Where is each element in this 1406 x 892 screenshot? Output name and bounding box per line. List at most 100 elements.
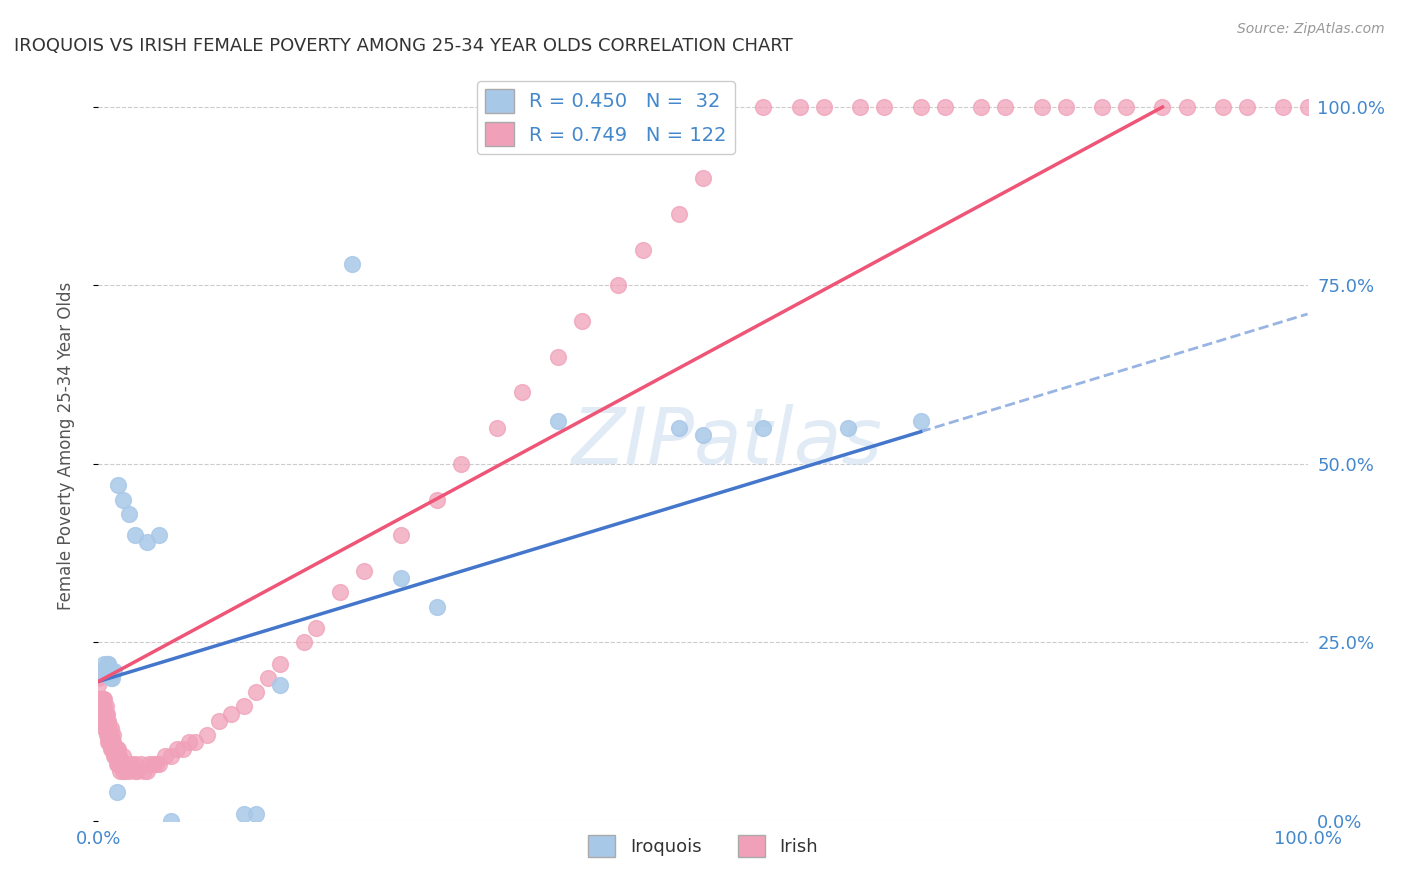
Point [813, 100, 835, 114]
Text: ZIPatlas: ZIPatlas [572, 404, 883, 480]
Point [105, 756, 128, 771]
Point [104, 742, 127, 756]
Point [103, 749, 125, 764]
Point [97, 657, 120, 671]
Point [153, 749, 176, 764]
Point [91, 692, 114, 706]
Point [100, 742, 122, 756]
Point [94, 721, 117, 735]
Point [607, 278, 630, 293]
Point [245, 685, 267, 699]
Point [96, 721, 118, 735]
Point [90, 664, 112, 678]
Point [129, 756, 152, 771]
Point [135, 764, 157, 778]
Point [994, 100, 1017, 114]
Point [93, 714, 115, 728]
Point [108, 764, 131, 778]
Point [101, 742, 124, 756]
Point [118, 764, 141, 778]
Y-axis label: Female Poverty Among 25-34 Year Olds: Female Poverty Among 25-34 Year Olds [56, 282, 75, 610]
Point [98, 721, 121, 735]
Point [90, 699, 112, 714]
Point [104, 749, 127, 764]
Point [101, 735, 124, 749]
Point [934, 100, 956, 114]
Point [111, 756, 134, 771]
Point [94, 714, 117, 728]
Point [111, 492, 134, 507]
Point [100, 721, 122, 735]
Point [486, 421, 509, 435]
Point [108, 749, 131, 764]
Point [221, 706, 243, 721]
Point [100, 671, 122, 685]
Point [93, 699, 115, 714]
Point [124, 528, 146, 542]
Point [96, 706, 118, 721]
Point [1212, 100, 1234, 114]
Point [108, 756, 131, 771]
Point [873, 100, 896, 114]
Point [91, 706, 114, 721]
Point [571, 314, 593, 328]
Point [256, 671, 278, 685]
Text: Source: ZipAtlas.com: Source: ZipAtlas.com [1237, 22, 1385, 37]
Point [172, 742, 194, 756]
Point [91, 699, 114, 714]
Point [1152, 100, 1174, 114]
Point [100, 728, 122, 742]
Point [110, 756, 132, 771]
Point [98, 728, 121, 742]
Point [232, 699, 254, 714]
Point [195, 728, 218, 742]
Point [1091, 100, 1114, 114]
Point [96, 728, 118, 742]
Point [91, 692, 114, 706]
Point [269, 678, 291, 692]
Point [107, 742, 129, 756]
Point [96, 664, 118, 678]
Point [97, 735, 120, 749]
Point [1296, 100, 1319, 114]
Point [105, 785, 128, 799]
Point [107, 749, 129, 764]
Point [98, 735, 121, 749]
Point [120, 756, 142, 771]
Point [134, 764, 156, 778]
Point [124, 756, 146, 771]
Point [547, 414, 569, 428]
Point [752, 100, 775, 114]
Point [93, 706, 115, 721]
Point [426, 599, 449, 614]
Point [93, 721, 115, 735]
Point [142, 756, 165, 771]
Point [97, 728, 120, 742]
Point [103, 664, 125, 678]
Point [752, 421, 775, 435]
Point [1031, 100, 1053, 114]
Point [114, 764, 136, 778]
Point [692, 428, 714, 442]
Point [100, 735, 122, 749]
Point [179, 735, 201, 749]
Point [98, 664, 121, 678]
Point [910, 100, 932, 114]
Text: IROQUOIS VS IRISH FEMALE POVERTY AMONG 25-34 YEAR OLDS CORRELATION CHART: IROQUOIS VS IRISH FEMALE POVERTY AMONG 2… [14, 37, 793, 54]
Point [100, 742, 122, 756]
Point [160, 814, 183, 828]
Point [910, 414, 932, 428]
Point [135, 535, 157, 549]
Point [342, 257, 364, 271]
Point [91, 706, 114, 721]
Point [94, 699, 117, 714]
Point [105, 749, 128, 764]
Point [692, 171, 714, 186]
Point [450, 457, 472, 471]
Point [547, 350, 569, 364]
Point [105, 742, 128, 756]
Point [292, 635, 315, 649]
Point [426, 492, 449, 507]
Point [97, 714, 120, 728]
Point [160, 749, 183, 764]
